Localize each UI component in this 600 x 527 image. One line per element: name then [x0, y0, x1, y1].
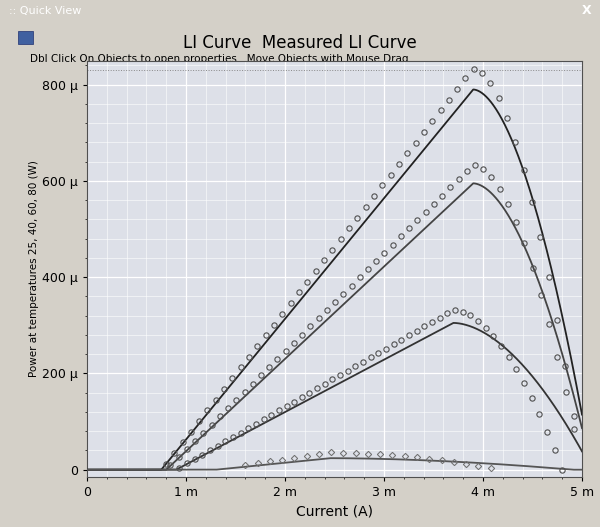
Text: Dbl Click On Objects to open properties.  Move Objects with Mouse Drag: Dbl Click On Objects to open properties.… [30, 54, 409, 64]
Text: X: X [581, 4, 591, 17]
Text: LI Curve  Measured LI Curve: LI Curve Measured LI Curve [183, 34, 417, 52]
X-axis label: Current (A): Current (A) [296, 504, 373, 519]
Text: :: Quick View: :: Quick View [9, 6, 82, 15]
Bar [18, 31, 33, 44]
Y-axis label: Power at temperatures 25, 40, 60, 80 (W): Power at temperatures 25, 40, 60, 80 (W) [29, 160, 40, 377]
